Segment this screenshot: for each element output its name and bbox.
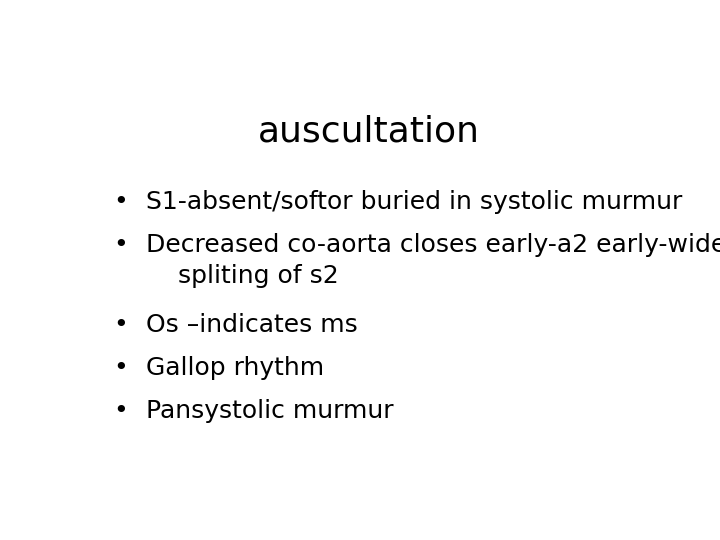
Text: •: • bbox=[113, 399, 128, 423]
Text: Gallop rhythm: Gallop rhythm bbox=[145, 356, 324, 380]
Text: Os –indicates ms: Os –indicates ms bbox=[145, 313, 358, 337]
Text: Decreased co-aorta closes early-a2 early-wide: Decreased co-aorta closes early-a2 early… bbox=[145, 233, 720, 256]
Text: S1-absent/softor buried in systolic murmur: S1-absent/softor buried in systolic murm… bbox=[145, 190, 682, 213]
Text: •: • bbox=[113, 313, 128, 337]
Text: •: • bbox=[113, 356, 128, 380]
Text: auscultation: auscultation bbox=[258, 114, 480, 148]
Text: Pansystolic murmur: Pansystolic murmur bbox=[145, 399, 393, 423]
Text: spliting of s2: spliting of s2 bbox=[145, 265, 338, 288]
Text: •: • bbox=[113, 190, 128, 213]
Text: •: • bbox=[113, 233, 128, 256]
